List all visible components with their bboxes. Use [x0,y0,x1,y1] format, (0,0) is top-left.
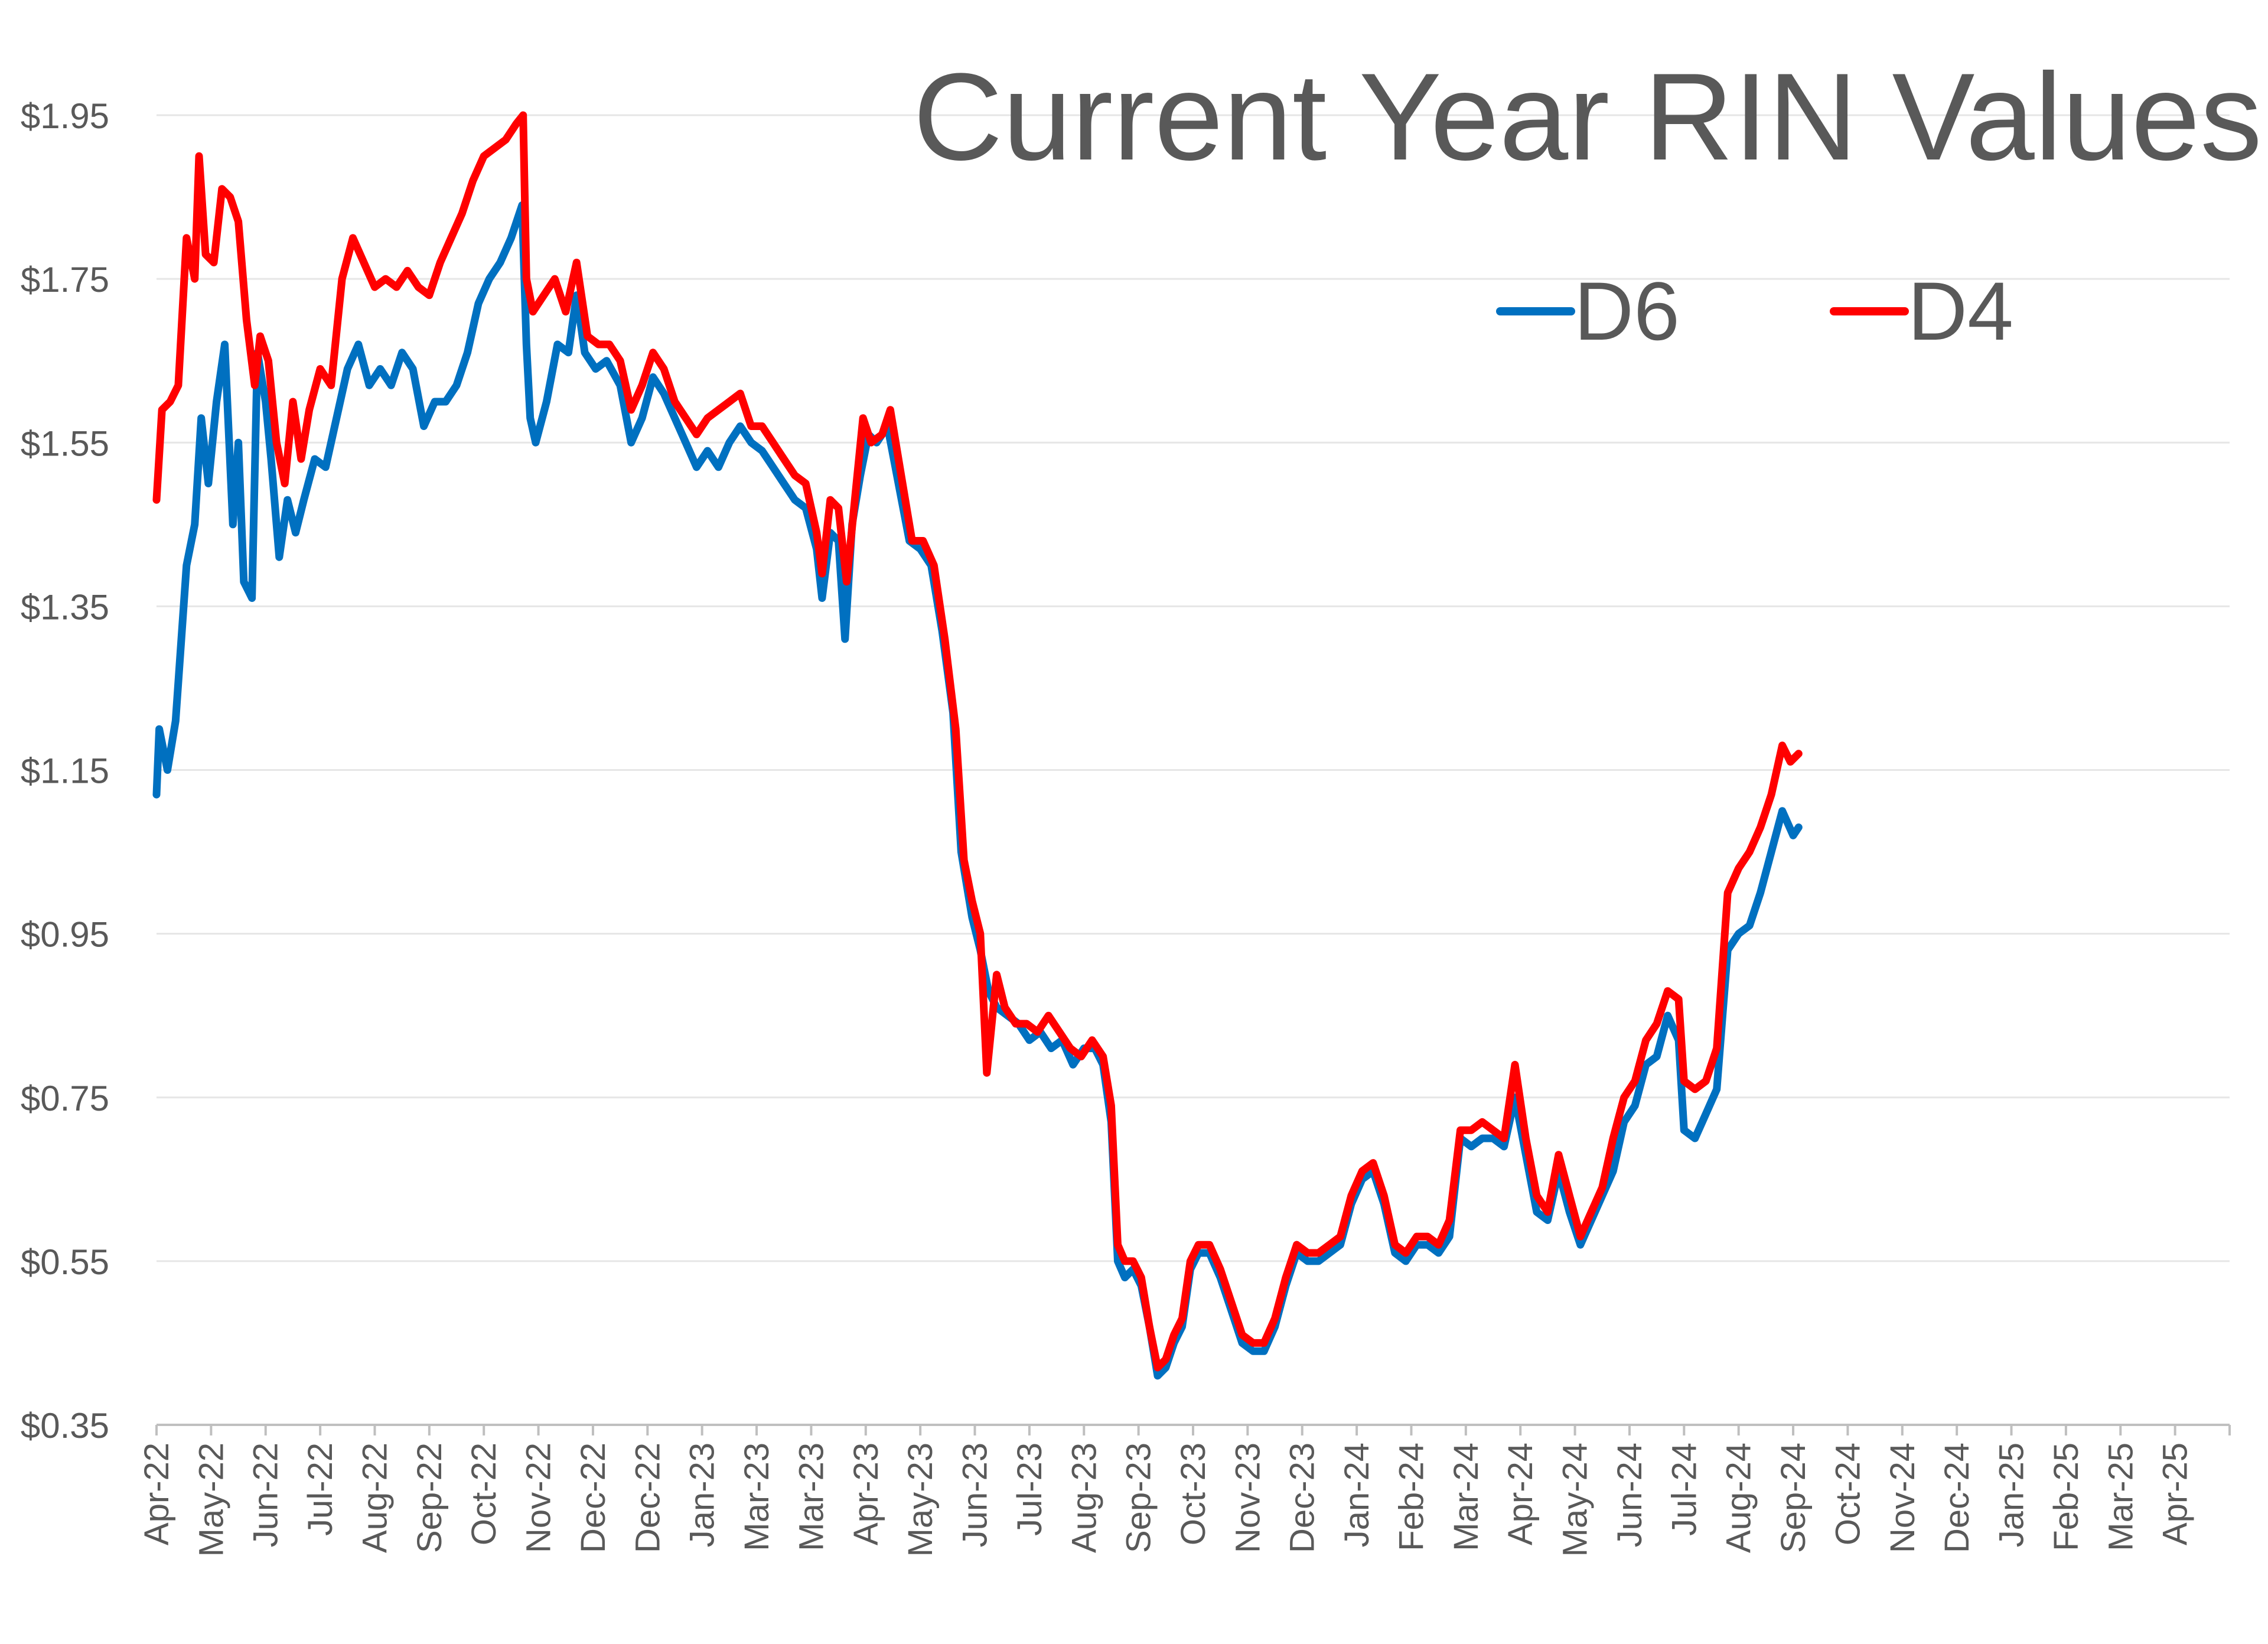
x-tick-label: Jul-22 [301,1443,340,1536]
x-tick-label: Jun-22 [247,1443,285,1547]
chart-title: Current Year RIN Values [913,47,2262,186]
x-tick-label: Dec-22 [628,1443,667,1553]
x-tick-label: Nov-22 [520,1443,558,1553]
x-tick-label: Jan-23 [683,1443,722,1547]
y-tick-label: $0.55 [21,1242,109,1282]
x-tick-label: Aug-24 [1720,1443,1758,1553]
x-tick-label: Jul-23 [1011,1443,1049,1536]
y-tick-label: $1.35 [21,587,109,627]
legend-label-d4: D4 [1908,265,2013,357]
axes: $1.95 $1.75 $1.55 $1.35 $1.15 $0.95 $0.75 $0.55… [21,96,2231,1557]
legend-label-d6: D6 [1574,265,1680,357]
x-tick-label: Mar-24 [1447,1443,1485,1551]
x-tick-label: May-23 [901,1443,940,1557]
series-line-d4 [152,111,1803,1372]
x-tick-label: Oct-23 [1174,1443,1213,1545]
y-tick-label: $1.15 [21,751,109,791]
x-tick-label: Mar-23 [792,1443,830,1551]
x-tick-label: Feb-24 [1392,1443,1430,1551]
y-tick-label: $0.95 [21,915,109,955]
x-tick-label: Jan-25 [1993,1443,2031,1547]
x-tick-label: May-22 [192,1443,230,1557]
x-tick-label: Jun-24 [1611,1443,1649,1547]
x-tick-label: May-24 [1556,1443,1595,1557]
x-tick-label: Oct-24 [1829,1443,1867,1545]
x-tick-label: Sep-24 [1774,1443,1813,1553]
gridlines [157,114,2230,1262]
x-tick-label: Nov-23 [1228,1443,1267,1553]
x-tick-label: Jan-24 [1338,1443,1376,1547]
x-tick-label: Oct-22 [465,1443,503,1545]
x-tick-label: Apr-22 [138,1443,176,1545]
series-lines [152,111,1803,1380]
x-tick-label: Apr-23 [847,1443,885,1545]
y-tick-label: $1.75 [21,260,109,299]
x-tick-label: Mar-25 [2101,1443,2140,1551]
x-tick-label: Feb-25 [2047,1443,2085,1551]
x-tick-label: Apr-25 [2156,1443,2195,1545]
y-tick-label: $1.55 [21,424,109,463]
x-tick-label: Dec-24 [1938,1443,1976,1553]
y-tick-label: $0.35 [21,1406,109,1446]
x-tick-label: Dec-23 [1283,1443,1322,1553]
x-tick-label: Jul-24 [1665,1443,1703,1536]
x-tick-label: Sep-22 [410,1443,449,1553]
x-tick-label: Apr-24 [1501,1443,1540,1545]
x-tick-label: Aug-22 [356,1443,394,1553]
x-tick-label: Mar-23 [738,1443,776,1551]
x-tick-label: Aug-23 [1065,1443,1103,1553]
x-tick-label: Jun-23 [956,1443,995,1547]
y-tick-label: $1.95 [21,96,109,136]
legend: D6 D4 [1496,265,2013,357]
x-tick-label: Sep-23 [1120,1443,1158,1553]
x-tick-label: Nov-24 [1884,1443,1922,1553]
x-tick-label: Dec-22 [574,1443,612,1553]
y-tick-label: $0.75 [21,1079,109,1118]
